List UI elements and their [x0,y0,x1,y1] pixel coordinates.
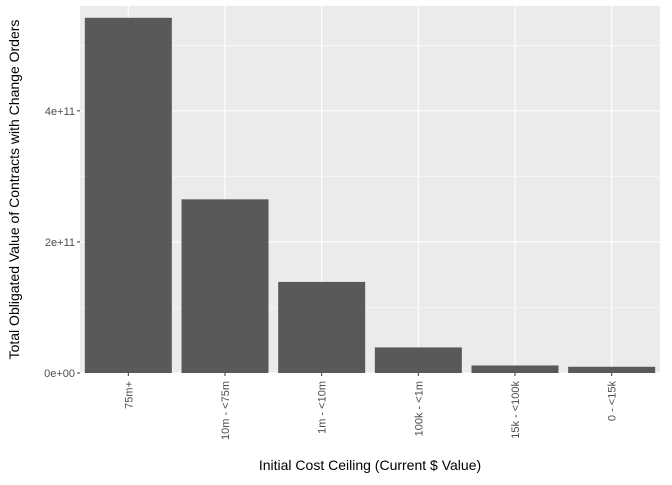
y-axis-title: Total Obligated Value of Contracts with … [6,20,22,360]
x-tick-label: 15k - <100k [510,381,522,439]
bar [471,365,559,373]
bar [374,347,462,373]
grid-lines [80,6,660,374]
bar [84,17,172,374]
x-tick-label: 75m+ [123,381,135,409]
bars [84,17,656,374]
x-axis-ticks: 75m+ 10m - <75m 1m - <10m 100k - <1m 15k - <… [123,373,619,440]
y-axis-ticks: 0e+00 2e+11 4e+11 [44,106,80,380]
y-tick-label: 2e+11 [45,237,75,249]
x-tick-label: 100k - <1m [413,381,425,436]
bar [568,366,656,373]
bar [278,281,366,373]
x-tick-label: 1m - <10m [317,381,329,434]
y-tick-label: 0e+00 [44,368,75,380]
plot-panel [80,6,660,373]
x-tick-label: 0 - <15k [607,381,619,422]
x-tick-label: 10m - <75m [220,381,232,440]
y-tick-label: 4e+11 [45,106,75,118]
x-axis-title: Initial Cost Ceiling (Current $ Value) [259,457,481,473]
bar [181,199,269,373]
